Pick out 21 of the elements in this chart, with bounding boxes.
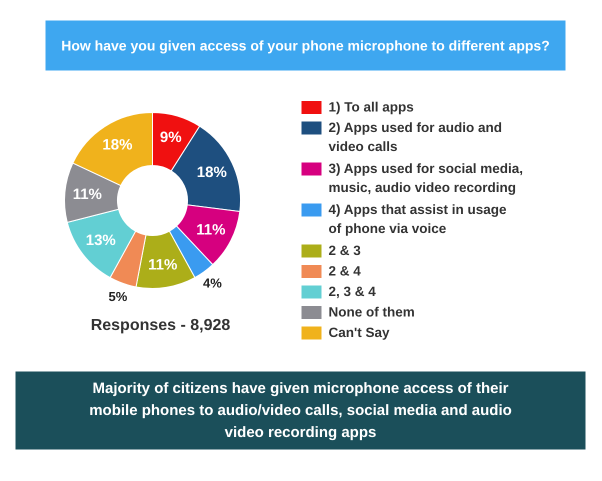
text: Responses - 8,928: [90, 317, 230, 334]
data-label: 4%: [203, 276, 222, 291]
legend-label: 2 & 4: [328, 264, 362, 278]
legend-label: 3) Apps used for social media, music, audio video recording: [328, 161, 524, 195]
data-label: 11%: [148, 256, 178, 274]
data-label: 13%: [86, 232, 116, 250]
legend-label: 2) Apps used for audio and video calls: [328, 120, 502, 154]
data-label: 18%: [102, 136, 132, 154]
chart-title: How have you given access of your phone microphone to different apps?: [61, 38, 550, 54]
legend-label: 2 & 3: [328, 243, 362, 258]
legend-label: 1) To all apps: [328, 100, 414, 114]
legend-label: Can't Say: [328, 325, 390, 340]
legend-label: 2, 3 & 4: [328, 284, 376, 299]
data-label: 18%: [196, 164, 227, 182]
data-label: 9%: [160, 129, 182, 146]
data-label: 11%: [196, 222, 226, 239]
data-label: 11%: [72, 186, 102, 203]
text: Majority of citizens have given microphone access of their mobile phones to audio/video calls, social media and audio video recording apps: [89, 380, 512, 442]
legend-label: 4) Apps that assist in usage of phone via voice: [328, 202, 508, 236]
legend-label: None of them: [328, 304, 415, 320]
data-label: 5%: [108, 288, 128, 304]
